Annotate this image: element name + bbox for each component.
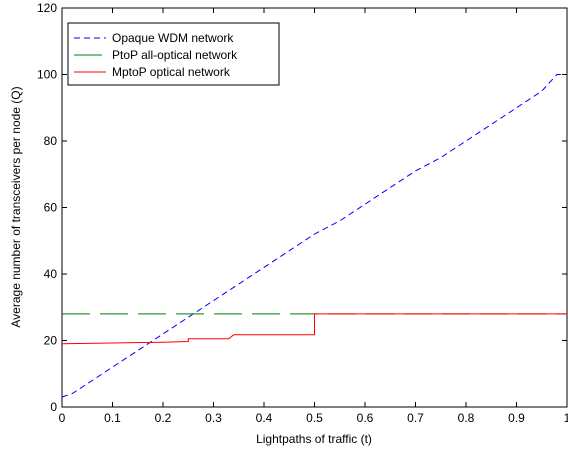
x-tick-label: 0.6 [357, 411, 374, 425]
y-tick-label: 40 [44, 267, 58, 281]
x-axis-label: Lightpaths of traffic (t) [256, 432, 372, 446]
x-tick-label: 0.1 [104, 411, 121, 425]
series-layer [61, 74, 567, 398]
x-tick-label: 0.4 [256, 411, 273, 425]
y-tick-label: 100 [37, 68, 57, 82]
y-tick-label: 20 [44, 334, 58, 348]
x-axis-ticks: 0 0.1 0.2 0.3 0.4 0.5 0.6 0.7 0.8 0.9 1 [59, 8, 568, 425]
legend: Opaque WDM network PtoP all-optical netwo… [67, 22, 280, 86]
y-axis-label: Average number of transceivers per node … [9, 86, 23, 327]
y-tick-label: 120 [37, 1, 57, 15]
series-line-3 [61, 313, 567, 345]
legend-label-2: PtoP all-optical network [112, 48, 238, 62]
legend-label-3: MptoP optical network [112, 65, 231, 79]
x-tick-label: 0.9 [508, 411, 525, 425]
x-tick-label: 0.7 [407, 411, 424, 425]
x-tick-label: 1 [564, 411, 568, 425]
series-line-1 [61, 74, 567, 398]
x-tick-label: 0.5 [306, 411, 323, 425]
legend-box [67, 22, 280, 86]
x-tick-label: 0 [59, 411, 66, 425]
x-tick-label: 0.2 [155, 411, 172, 425]
x-tick-label: 0.3 [205, 411, 222, 425]
x-tick-label: 0.8 [458, 411, 475, 425]
y-tick-label: 0 [50, 400, 57, 414]
y-tick-label: 80 [44, 134, 58, 148]
y-tick-label: 60 [44, 201, 58, 215]
y-axis-ticks: 0 20 40 60 80 100 120 [37, 1, 567, 414]
legend-label-1: Opaque WDM network [112, 31, 234, 45]
